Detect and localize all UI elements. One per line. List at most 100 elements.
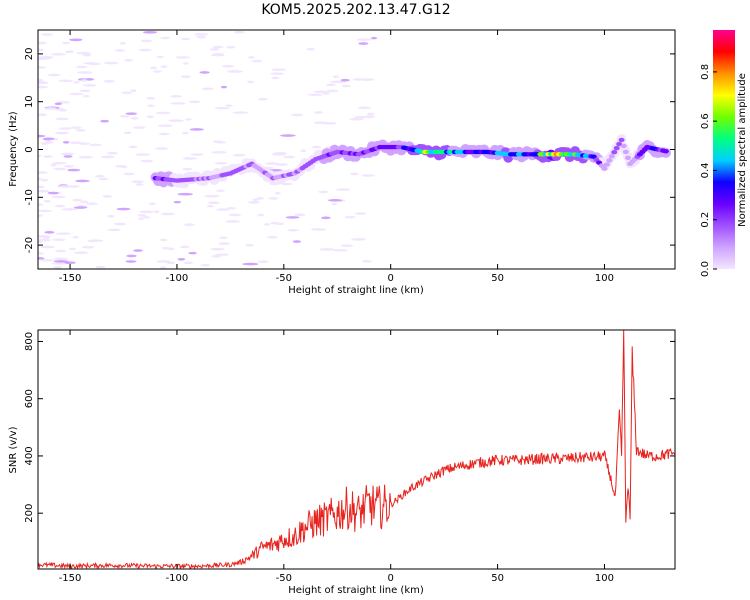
spectrogram-noise-cell: [257, 260, 269, 263]
spectrogram-xlabel: Height of straight line (km): [288, 285, 424, 296]
spectrogram-ridge-cell: [608, 154, 615, 159]
spectrogram-noise-cell: [364, 115, 376, 119]
spectrogram-noise-cell: [210, 247, 225, 251]
spectrogram-noise-cell: [340, 244, 354, 247]
spectrogram-noise-cell: [190, 153, 204, 156]
spectrogram-noise-cell: [38, 252, 45, 255]
spectrogram-noise-cell: [177, 257, 186, 261]
spectrogram-noise-cell: [219, 236, 228, 240]
spectrogram-noise-cell: [157, 124, 174, 127]
spectrogram-noise-cell: [38, 57, 51, 60]
snr-frame: [37, 329, 676, 570]
spectrogram-noise-cell: [300, 149, 307, 153]
spectrogram-noise-cell: [313, 121, 329, 125]
spectrogram-noise-cell: [103, 79, 115, 83]
y-tick-label: 20: [24, 48, 35, 61]
spectrogram-noise-cell: [351, 238, 366, 241]
spectrogram-noise-cell: [81, 245, 95, 249]
spectrogram-noise-cell: [154, 147, 168, 150]
x-tick-label: 0: [388, 573, 394, 584]
spectrogram-noise-cell: [138, 48, 152, 52]
spectrogram-yticks: -20 -10 0 10 20: [24, 48, 675, 253]
spectrogram-noise-cell: [180, 75, 192, 79]
spectrogram-noise-cell: [264, 162, 279, 165]
spectrogram-noise-cell: [194, 33, 209, 36]
spectrogram-noise-cell: [83, 53, 92, 57]
spectrogram-noise-cell: [332, 249, 348, 252]
spectrogram-noise-cell: [52, 238, 66, 242]
x-tick-label: -50: [276, 573, 292, 584]
colorbar-tick-label: 0.8: [700, 64, 711, 80]
spectrogram-noise-cell: [293, 213, 306, 217]
spectrogram-noise-cell: [133, 249, 143, 252]
spectrogram-noise-cell: [84, 78, 95, 81]
spectrogram-noise-cell: [245, 243, 254, 247]
x-tick-label: -100: [166, 573, 189, 584]
y-tick-label: 200: [24, 504, 35, 523]
spectrogram-noise-cell: [270, 72, 284, 75]
spectrogram-noise-cell: [221, 64, 235, 68]
spectrogram-noise-cell: [271, 76, 280, 80]
spectrogram-noise-cell: [75, 65, 88, 69]
spectrogram-noise-cell: [82, 84, 97, 87]
spectrogram-noise-cell: [160, 36, 171, 40]
spectrogram-ridge-cell: [618, 137, 625, 143]
spectrogram-noise-cell: [201, 87, 214, 91]
spectrogram-noise-cell: [69, 38, 83, 42]
spectrogram-noise-cell: [182, 62, 189, 65]
spectrogram-noise-cell: [318, 190, 329, 194]
spectrogram-noise-cell: [68, 92, 84, 96]
spectrogram-noise-cell: [311, 145, 322, 149]
x-tick-label: 100: [595, 573, 614, 584]
y-tick-label: 600: [24, 389, 35, 408]
spectrogram-noise-cell: [38, 214, 44, 217]
spectrogram-noise-cell: [212, 45, 224, 49]
spectrogram-noise-cell: [140, 159, 154, 163]
spectrogram-noise-cell: [370, 36, 378, 40]
spectrogram-noise-cell: [54, 131, 70, 135]
spectrogram-noise-cell: [119, 42, 126, 45]
spectrogram-noise-cell: [313, 111, 323, 114]
spectrogram-noise-cell: [251, 59, 263, 63]
spectrogram-noise-cell: [332, 75, 339, 79]
spectrogram-noise-cell: [40, 259, 57, 262]
spectrogram-marks: [38, 30, 671, 269]
spectrogram-noise-cell: [125, 260, 137, 263]
spectrogram-noise-cell: [80, 200, 89, 204]
colorbar-gradient: [713, 30, 735, 269]
spectrogram-noise-cell: [126, 254, 137, 258]
spectrogram-noise-cell: [51, 195, 66, 199]
spectrogram-noise-cell: [146, 96, 156, 100]
spectrogram-noise-cell: [44, 231, 55, 234]
spectrogram-ridge-cell: [603, 162, 610, 167]
spectrogram-noise-cell: [44, 140, 54, 144]
spectrogram-noise-cell: [38, 209, 52, 213]
spectrogram-noise-cell: [131, 180, 144, 183]
spectrogram-noise-cell: [74, 251, 89, 255]
spectrogram-noise-cell: [271, 68, 286, 72]
spectrogram-noise-cell: [248, 56, 255, 59]
spectrogram-noise-cell: [226, 206, 237, 210]
spectrogram-noise-cell: [146, 115, 154, 119]
spectrogram-noise-cell: [181, 131, 189, 135]
x-tick-label: -100: [166, 273, 189, 284]
spectrogram-noise-cell: [325, 89, 339, 93]
spectrogram-noise-cell: [54, 204, 66, 208]
spectrogram-noise-cell: [356, 38, 372, 41]
spectrogram-noise-cell: [319, 248, 335, 251]
spectrogram-noise-cell: [40, 245, 55, 249]
spectrogram-noise-cell: [68, 247, 77, 251]
spectrogram-noise-cell: [177, 192, 193, 196]
spectrogram-ridge-cell: [611, 150, 618, 155]
spectrogram-noise-cell: [61, 208, 78, 211]
spectrogram-noise-cell: [272, 151, 288, 155]
spectrogram-noise-cell: [173, 200, 182, 204]
spectrogram-noise-cell: [160, 65, 168, 68]
spectrogram-ylabel: Frequency (Hz): [8, 111, 19, 187]
spectrogram-noise-cell: [133, 126, 146, 129]
spectrogram-noise-cell: [310, 228, 327, 231]
x-tick-label: 100: [595, 273, 614, 284]
spectrogram-noise-cell: [153, 210, 160, 214]
spectrogram-noise-cell: [200, 263, 211, 267]
